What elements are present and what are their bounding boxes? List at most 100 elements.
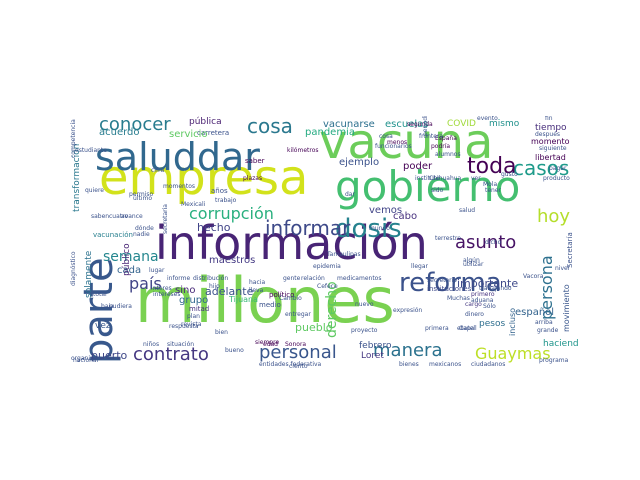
word: pesos bbox=[479, 319, 506, 329]
word: ciento bbox=[289, 363, 308, 370]
word: hoy bbox=[537, 206, 571, 227]
word: situación bbox=[167, 341, 195, 348]
word: menos bbox=[387, 139, 408, 146]
word: momento bbox=[531, 137, 570, 146]
word: intereses bbox=[153, 291, 181, 298]
word: edad bbox=[263, 341, 278, 348]
word: millones bbox=[135, 264, 395, 337]
word: revista bbox=[181, 321, 202, 328]
word: acuerdo bbox=[99, 127, 140, 138]
word: COVID bbox=[447, 119, 476, 129]
word: evento bbox=[477, 116, 498, 122]
word: medio bbox=[259, 301, 281, 309]
word: cargo bbox=[465, 301, 482, 308]
word: grande bbox=[537, 327, 559, 334]
word: Muchas bbox=[447, 295, 470, 302]
word: diagnóstico bbox=[70, 251, 77, 286]
word: Sólo bbox=[483, 303, 496, 310]
word: dar bbox=[345, 191, 355, 198]
word: quiere bbox=[85, 187, 104, 194]
word: medicamentos bbox=[337, 275, 382, 282]
word: semana bbox=[103, 249, 159, 265]
word: sino bbox=[175, 285, 196, 296]
word: vacunarse bbox=[323, 119, 375, 130]
word: Secretaría bbox=[566, 232, 574, 268]
word: arriba bbox=[535, 319, 553, 326]
word: toda bbox=[467, 154, 517, 179]
word: pública bbox=[189, 117, 222, 127]
word: siempre bbox=[255, 339, 280, 346]
word: algún bbox=[463, 257, 480, 264]
word: pudiera bbox=[109, 303, 132, 310]
word: adelante bbox=[205, 285, 254, 298]
word: primero bbox=[471, 291, 495, 298]
word: hacia bbox=[249, 279, 266, 286]
word: casos bbox=[513, 156, 570, 180]
word: cosa bbox=[247, 116, 293, 138]
word: tiempo bbox=[535, 123, 567, 133]
word: instituciones bbox=[427, 285, 472, 293]
word: fin bbox=[545, 116, 553, 122]
word: baja bbox=[101, 303, 114, 310]
word: interes bbox=[151, 285, 172, 292]
word: bueno bbox=[225, 347, 244, 354]
word: bienes bbox=[399, 361, 419, 368]
word: aduana bbox=[471, 297, 494, 304]
word: gusto bbox=[501, 171, 518, 178]
word: organismo bbox=[71, 355, 103, 362]
word: respuesta bbox=[169, 323, 199, 330]
word: febrero bbox=[359, 341, 392, 351]
word: maestros bbox=[209, 255, 256, 266]
word: Chihuahua bbox=[429, 175, 462, 182]
word: cifra bbox=[151, 167, 165, 174]
word: total bbox=[93, 291, 107, 298]
word: Mola bbox=[483, 181, 498, 188]
word: España bbox=[435, 135, 457, 142]
word: político bbox=[269, 291, 295, 299]
word: manera bbox=[373, 340, 443, 361]
word: años bbox=[211, 187, 228, 195]
word: informar bbox=[265, 216, 351, 240]
word: mexicanos bbox=[429, 361, 462, 368]
word: información bbox=[155, 216, 428, 270]
word: plan bbox=[187, 313, 200, 320]
word: nivel bbox=[555, 265, 570, 272]
word: gente bbox=[283, 275, 301, 282]
word: lugar bbox=[149, 267, 165, 274]
word: cada bbox=[117, 265, 142, 276]
word: competencia bbox=[70, 119, 77, 158]
word: Mexicali bbox=[181, 201, 206, 208]
word: vemos bbox=[369, 205, 403, 216]
word: plazas bbox=[243, 175, 263, 182]
word: segunda bbox=[407, 121, 433, 128]
word: siguiente bbox=[539, 145, 567, 152]
word: dónde bbox=[135, 225, 154, 232]
word: funcionarios bbox=[375, 143, 412, 150]
word: sido bbox=[431, 187, 444, 194]
word: cuatro bbox=[109, 213, 129, 220]
word: bien bbox=[215, 329, 228, 336]
word: hecho bbox=[197, 221, 231, 234]
word: carretera bbox=[197, 129, 230, 137]
word: mismo bbox=[489, 119, 520, 129]
word: pandemia bbox=[305, 127, 355, 138]
word: frontera bbox=[419, 133, 444, 140]
word: vacuna bbox=[319, 116, 494, 170]
word: español bbox=[515, 307, 555, 318]
word: dicho bbox=[485, 239, 502, 246]
word: cosa bbox=[379, 133, 393, 140]
word: público bbox=[122, 243, 132, 276]
word: kilómetros bbox=[287, 147, 319, 154]
word: saben bbox=[91, 213, 110, 220]
word: último bbox=[133, 195, 153, 202]
word: distribución bbox=[193, 275, 229, 282]
word: vez bbox=[95, 321, 111, 331]
word: Guaymas bbox=[475, 344, 551, 363]
word: vacunación bbox=[93, 231, 133, 239]
word: escuelas bbox=[385, 119, 429, 130]
word: asunto bbox=[455, 232, 517, 253]
word: ver bbox=[471, 175, 481, 182]
word: terrestre bbox=[435, 235, 461, 242]
word: programa bbox=[539, 357, 569, 364]
word: utilizar bbox=[463, 261, 484, 268]
